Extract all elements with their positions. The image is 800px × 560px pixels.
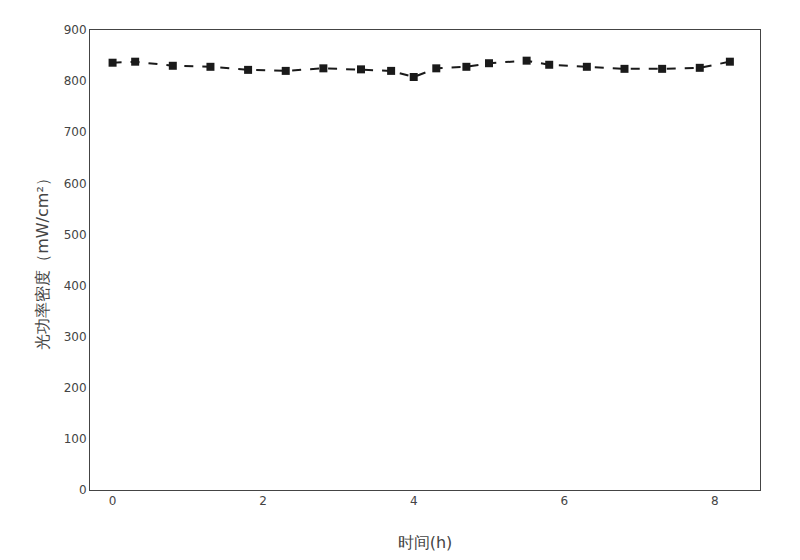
svg-text:900: 900: [64, 23, 87, 37]
svg-text:700: 700: [64, 125, 87, 139]
svg-text:200: 200: [64, 381, 87, 395]
svg-text:500: 500: [64, 228, 87, 242]
svg-text:0: 0: [79, 483, 87, 497]
svg-text:8: 8: [711, 494, 719, 508]
svg-text:600: 600: [64, 177, 87, 191]
svg-text:光功率密度（mW/cm²）: 光功率密度（mW/cm²）: [33, 170, 52, 350]
svg-text:时间(h): 时间(h): [398, 533, 453, 552]
svg-text:100: 100: [64, 432, 87, 446]
svg-text:400: 400: [64, 279, 87, 293]
svg-text:800: 800: [64, 74, 87, 88]
svg-text:300: 300: [64, 330, 87, 344]
svg-text:4: 4: [410, 494, 418, 508]
svg-text:6: 6: [560, 494, 568, 508]
svg-text:2: 2: [259, 494, 267, 508]
svg-text:0: 0: [109, 494, 117, 508]
